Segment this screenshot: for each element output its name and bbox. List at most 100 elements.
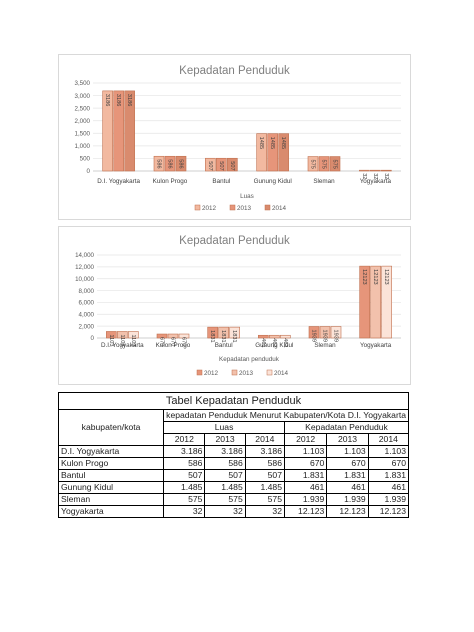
year-header: 2014 [244,433,285,446]
cell: 670 [283,457,328,470]
cell: 670 [367,457,410,470]
data-label: 507 [229,161,235,170]
data-label: 461 [260,338,266,347]
legend-swatch [196,369,203,376]
bar [106,331,117,339]
chart-svg: 0 500 1,000 1,500 2,000 2,500 3,000 3,500 3186 31… [75,80,401,212]
data-label: 670 [170,337,176,346]
row-name: Bantul [57,469,165,482]
data-label: 1103 [108,334,114,346]
bar [359,265,370,339]
data-label: 12123 [361,269,367,285]
legend-swatch [194,204,201,211]
table-row: Sleman 575 575 575 1.939 1.939 1.939 [57,493,410,506]
cell: 32 [204,505,246,518]
table-row: D.I. Yogyakarta 3.186 3.186 3.186 1.103 … [57,445,410,458]
data-label: 575 [310,160,316,169]
legend-swatch [229,204,236,211]
y-tick-label: 8,000 [79,288,95,295]
x-tick-label: Kulon Progo [156,342,191,349]
data-label: 461 [271,338,277,347]
data-label: 1831 [220,330,226,342]
cell: 1.939 [326,493,369,506]
year-header: 2013 [204,433,246,446]
row-name: Kulon Progo [57,457,165,470]
row-name: Gunung Kidul [57,481,165,494]
x-tick-label: Gunung Kidul [254,178,292,185]
bar [370,265,381,339]
table-row: Yogyakarta 32 32 32 12.123 12.123 12.123 [57,505,410,518]
bar [258,334,269,339]
legend-entry: 2012 [204,370,219,377]
subheader-kepadatan: Kepadatan Penduduk [283,421,410,434]
y-tick-label: 6,000 [79,300,95,307]
bar [124,90,135,172]
cell: 12.123 [326,505,369,518]
cell: 1.103 [326,445,369,458]
data-label: 586 [167,159,173,168]
bar [329,156,341,172]
cell: 586 [163,457,206,470]
table-title: Tabel Kepadatan Penduduk [58,392,409,410]
y-tick-label: 2,000 [75,118,91,125]
data-label: 32 [361,173,367,179]
cell: 32 [244,505,285,518]
bar [307,156,319,172]
bar [381,169,392,172]
data-label: 1831 [231,330,237,342]
y-tick-label: 0 [87,168,91,175]
table-row: Kulon Progo 586 586 586 670 670 670 [57,457,410,470]
x-tick-label: Yogyakarta [360,342,392,349]
bar [153,155,165,172]
y-tick-label: 1,500 [75,130,91,137]
bar [167,333,179,339]
density-table: Tabel Kepadatan Penduduk kabupaten/kota … [57,392,410,518]
data-label: 1103 [119,334,125,346]
year-header: 2012 [283,433,328,446]
y-tick-label: 500 [80,156,91,163]
chart-title: Kepadatan Penduduk [179,65,290,77]
x-axis-title: Kepadatan penduduk [219,356,280,363]
cell: 1.831 [367,469,410,482]
cell: 3.186 [244,445,285,458]
cell: 3.186 [163,445,206,458]
cell: 1.485 [163,481,206,494]
data-label: 12123 [383,269,389,285]
table-row: Bantul 507 507 507 1.831 1.831 1.831 [57,469,410,482]
cell: 507 [244,469,285,482]
data-label: 1939 [311,330,317,342]
row-name: D.I. Yogyakarta [57,445,165,458]
legend-entry: 2012 [202,205,217,212]
legend-swatch [231,369,238,376]
y-tick-label: 12,000 [75,264,94,271]
chart-luas: Kepadatan Penduduk 0 500 1,000 1,500 2,000 2,… [58,54,411,220]
x-tick-label: Yogyakarta [360,178,392,185]
cell: 461 [283,481,328,494]
cell: 12.123 [283,505,328,518]
bar [319,326,331,339]
data-label: 1939 [333,330,339,342]
bar [229,326,240,339]
cell: 507 [204,469,246,482]
cell: 1.831 [283,469,328,482]
data-label: 575 [321,160,327,169]
x-tick-label: Bantul [212,178,230,185]
legend-entry: 2013 [239,370,254,377]
bar [308,326,320,339]
bar [178,333,190,339]
bar [102,90,113,172]
bar [207,326,218,339]
bar [175,155,187,172]
data-label: 3186 [104,94,110,106]
data-label: 670 [181,337,187,346]
x-tick-label: D.I. Yogyakarta [101,342,144,349]
row-header: kabupaten/kota [57,409,165,446]
data-label: 1485 [280,137,286,149]
x-tick-label: D.I. Yogyakarta [97,178,140,185]
cell: 586 [204,457,246,470]
year-header: 2014 [367,433,410,446]
data-label: 1485 [269,137,275,149]
cell: 586 [244,457,285,470]
cell: 670 [326,457,369,470]
x-axis-title: Luas [240,193,254,200]
